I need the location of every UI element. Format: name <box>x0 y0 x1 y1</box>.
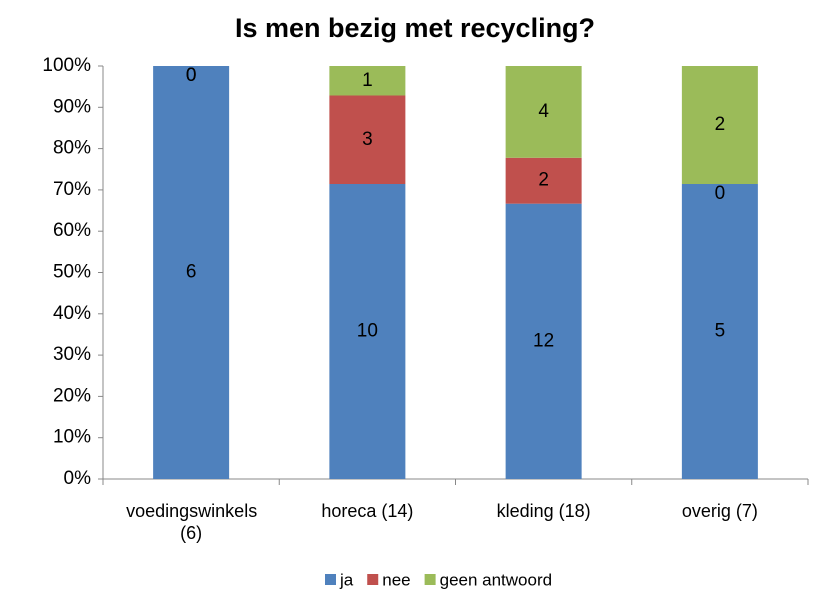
data-label: 3 <box>362 129 373 150</box>
data-label: 5 <box>715 321 726 342</box>
y-tick-label: 50% <box>53 262 91 283</box>
y-tick-label: 20% <box>53 385 91 406</box>
data-label: 4 <box>538 101 549 122</box>
x-tick-label: horeca (14) <box>321 501 414 521</box>
y-tick-label: 30% <box>53 344 91 365</box>
bar-segment <box>681 184 758 479</box>
data-label: 2 <box>538 170 549 191</box>
data-label: 1 <box>362 70 373 91</box>
bar-segment <box>329 95 406 184</box>
x-tick-label: voedingswinkels (6) <box>126 501 258 543</box>
y-tick-label: 90% <box>53 96 91 117</box>
chart-title: Is men bezig met recycling? <box>235 13 595 43</box>
data-label: 12 <box>533 330 554 351</box>
bar-segment <box>505 157 582 204</box>
legend-label: geen antwoord <box>440 570 552 589</box>
legend-swatch <box>367 574 379 585</box>
bar-segment <box>153 66 230 479</box>
data-label: 2 <box>715 114 726 135</box>
y-tick-label: 0% <box>64 468 92 489</box>
bar-segment <box>505 66 582 158</box>
legend-swatch <box>325 574 336 585</box>
y-tick-label: 100% <box>42 55 91 76</box>
y-tick-label: 10% <box>53 427 91 448</box>
data-label: 0 <box>186 65 197 86</box>
bar-segment <box>329 66 406 96</box>
data-label: 0 <box>186 65 197 86</box>
legend-label: nee <box>382 570 410 589</box>
y-tick-label: 60% <box>53 220 91 241</box>
y-tick-label: 40% <box>53 303 91 324</box>
y-tick-label: 80% <box>53 138 91 159</box>
data-label: 6 <box>186 262 197 283</box>
bar-segment <box>505 203 582 479</box>
y-tick-label: 70% <box>53 179 91 200</box>
data-label: 0 <box>715 183 726 204</box>
bar-segment <box>329 184 406 479</box>
x-tick-label: kleding (18) <box>496 501 591 521</box>
x-tick-label: overig (7) <box>681 501 758 521</box>
legend-swatch <box>424 574 436 585</box>
data-label: 10 <box>357 321 378 342</box>
legend-label: ja <box>339 570 354 589</box>
bar-segment <box>681 66 758 184</box>
